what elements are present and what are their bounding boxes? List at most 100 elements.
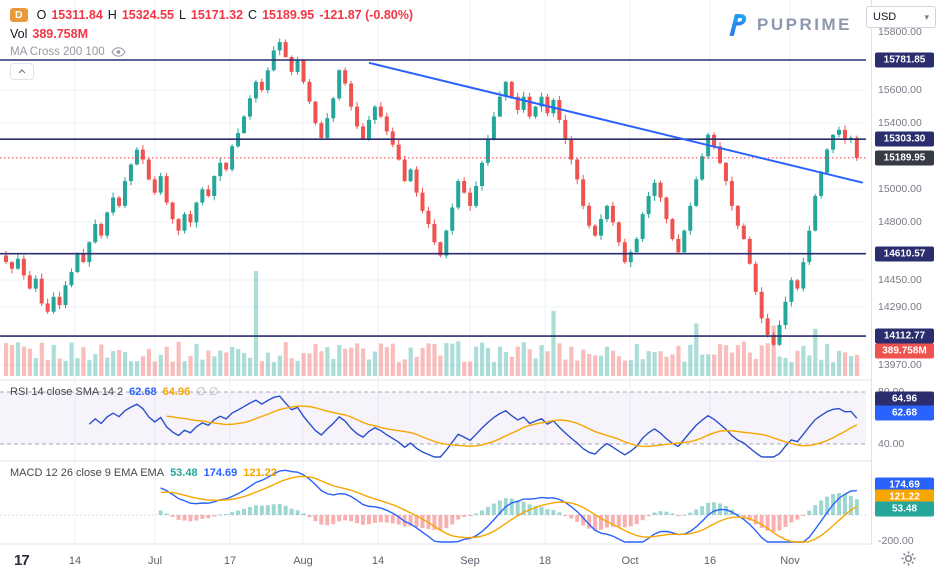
macd-value: 174.69 <box>203 467 238 479</box>
axis-tick-label: 13970.00 <box>878 359 922 371</box>
tradingview-logo[interactable]: 17 <box>14 552 30 569</box>
volume-bar <box>218 350 223 376</box>
candle-body <box>152 179 157 193</box>
close-value: 15189.95 <box>262 8 315 22</box>
candle-body <box>45 303 50 312</box>
volume-bar <box>111 351 116 376</box>
macd-histogram-bar <box>497 500 502 515</box>
macd-histogram-bar <box>557 512 562 515</box>
macd-histogram-bar <box>468 515 473 516</box>
volume-bar <box>372 351 378 376</box>
volume-bar <box>503 352 508 376</box>
macd-histogram-bar <box>450 515 455 525</box>
macd-histogram-bar <box>301 513 306 515</box>
candle-body <box>194 202 199 223</box>
volume-bar <box>271 361 276 376</box>
volume-bar <box>9 345 15 376</box>
price-badge: 14610.57 <box>875 246 934 262</box>
volume-bar <box>628 360 633 376</box>
macd-histogram-bar <box>212 515 217 517</box>
candle-body <box>801 262 806 289</box>
candle-body <box>795 280 800 289</box>
macd-histogram-bar <box>164 513 169 515</box>
macd-histogram-bar <box>658 511 663 515</box>
macd-histogram-bar <box>224 513 229 515</box>
volume-bar <box>277 355 282 376</box>
volume-bar <box>128 361 134 376</box>
volume-bar <box>4 343 9 376</box>
candle-body <box>366 119 371 140</box>
volume-bar <box>289 358 294 376</box>
ohlc-legend: D O 15311.84 H 15324.55 L 15171.32 C 151… <box>10 8 413 80</box>
trendline <box>368 61 864 184</box>
timeframe-badge[interactable]: D <box>10 8 28 22</box>
macd-histogram-bar <box>842 494 847 515</box>
macd-histogram-bar <box>283 505 288 515</box>
candle-body <box>372 106 377 120</box>
candlestick-chart[interactable] <box>0 0 872 581</box>
volume-bar <box>450 343 455 376</box>
candle-body <box>468 192 473 206</box>
volume-bar <box>497 346 503 376</box>
volume-bar <box>170 361 175 376</box>
volume-bar <box>664 356 669 376</box>
macd-histogram-bar <box>801 515 806 516</box>
macd-histogram-bar <box>253 505 258 515</box>
gear-icon[interactable] <box>901 551 916 571</box>
volume-bar <box>848 355 854 376</box>
eye-icon[interactable] <box>111 47 126 57</box>
price-axis[interactable]: 15800.00 15781.85 15600.00 15400.00 15303.30… <box>871 0 940 581</box>
volume-bar <box>87 360 92 376</box>
macd-histogram-bar <box>474 513 479 515</box>
candle-body <box>640 214 645 239</box>
macd-histogram-bar <box>825 496 830 515</box>
price-badge: 15303.30 <box>875 131 934 147</box>
volume-bar <box>825 343 830 376</box>
candle-body <box>123 181 127 206</box>
macd-histogram-bar <box>170 515 175 517</box>
volume-bar <box>27 348 32 376</box>
volume-bar <box>444 343 449 376</box>
volume-bar <box>158 354 163 376</box>
rsi-extra: ∅ ∅ <box>196 386 219 398</box>
macd-histogram-bar <box>343 515 348 521</box>
volume-bar <box>33 358 38 376</box>
candle-body <box>694 179 699 206</box>
volume-bar <box>480 342 485 376</box>
volume-bar <box>265 352 270 376</box>
candle-body <box>206 189 211 196</box>
collapse-pane-button[interactable] <box>10 63 34 80</box>
low-value: 15171.32 <box>190 8 244 22</box>
candle-body <box>527 96 532 117</box>
volume-bar <box>408 347 413 376</box>
candle-body <box>539 96 544 107</box>
volume-bar <box>176 341 181 376</box>
candle-body <box>485 139 490 163</box>
currency-selector[interactable]: USD ▾ <box>866 6 936 28</box>
candle-body <box>831 134 836 150</box>
volume-bar <box>509 356 514 376</box>
volume-bar <box>819 359 824 376</box>
volume-bar <box>247 357 253 376</box>
axis-tick-label: 15600.00 <box>878 84 922 96</box>
macd-histogram-bar <box>735 513 740 515</box>
candle-body <box>128 164 133 182</box>
volume-bar <box>569 346 574 376</box>
candle-body <box>170 202 175 220</box>
candle-body <box>420 192 425 211</box>
macd-histogram-bar <box>551 510 556 515</box>
candle-body <box>81 253 86 263</box>
macd-histogram-bar <box>277 504 282 515</box>
macd-histogram-bar <box>355 515 360 524</box>
candle-body <box>634 238 639 253</box>
rsi-sma-line <box>166 405 858 448</box>
candle-body <box>426 210 431 225</box>
rsi-band <box>0 392 866 444</box>
rsi-sma-value: 64.96 <box>162 385 191 398</box>
candle-body <box>628 252 633 263</box>
volume-bar <box>587 353 592 376</box>
macd-histogram-bar <box>509 498 514 515</box>
time-axis[interactable]: 14 Jul 17 Aug 14 Sep 18 Oct 16 Nov <box>0 545 872 581</box>
candle-body <box>474 186 479 206</box>
volume-bar <box>593 355 598 376</box>
